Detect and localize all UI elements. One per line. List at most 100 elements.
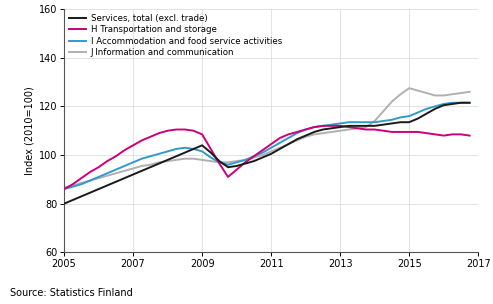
H Transportation and storage — [70, 182, 75, 186]
H Transportation and storage — [121, 148, 127, 152]
I Accommodation and food service activities — [441, 102, 447, 106]
Services, total (excl. trade) — [113, 180, 119, 184]
H Transportation and storage — [61, 187, 67, 191]
J Information and communication — [208, 159, 214, 163]
I Accommodation and food service activities — [182, 146, 188, 150]
J Information and communication — [441, 94, 447, 97]
Services, total (excl. trade) — [121, 176, 127, 180]
H Transportation and storage — [467, 134, 473, 137]
Services, total (excl. trade) — [432, 107, 438, 111]
J Information and communication — [243, 158, 248, 162]
I Accommodation and food service activities — [337, 122, 343, 125]
Services, total (excl. trade) — [312, 130, 317, 134]
Services, total (excl. trade) — [294, 137, 300, 141]
Line: Services, total (excl. trade): Services, total (excl. trade) — [64, 103, 470, 204]
Services, total (excl. trade) — [381, 123, 387, 126]
Services, total (excl. trade) — [139, 169, 145, 173]
H Transportation and storage — [225, 175, 231, 179]
I Accommodation and food service activities — [165, 150, 171, 153]
H Transportation and storage — [381, 129, 387, 133]
H Transportation and storage — [372, 128, 378, 131]
H Transportation and storage — [363, 128, 369, 131]
I Accommodation and food service activities — [243, 158, 248, 162]
H Transportation and storage — [346, 125, 352, 129]
I Accommodation and food service activities — [225, 163, 231, 167]
Services, total (excl. trade) — [363, 124, 369, 128]
H Transportation and storage — [234, 168, 240, 171]
H Transportation and storage — [397, 130, 403, 134]
I Accommodation and food service activities — [251, 154, 257, 158]
H Transportation and storage — [199, 133, 205, 136]
H Transportation and storage — [216, 162, 222, 165]
H Transportation and storage — [329, 124, 335, 128]
I Accommodation and food service activities — [406, 114, 412, 118]
J Information and communication — [121, 169, 127, 173]
Services, total (excl. trade) — [449, 102, 455, 106]
Services, total (excl. trade) — [225, 165, 231, 169]
Services, total (excl. trade) — [320, 128, 326, 131]
J Information and communication — [277, 146, 283, 150]
Services, total (excl. trade) — [441, 103, 447, 107]
H Transportation and storage — [389, 130, 395, 134]
Services, total (excl. trade) — [406, 120, 412, 124]
H Transportation and storage — [87, 170, 93, 174]
J Information and communication — [389, 100, 395, 103]
Services, total (excl. trade) — [182, 151, 188, 154]
J Information and communication — [406, 86, 412, 90]
Services, total (excl. trade) — [329, 126, 335, 130]
H Transportation and storage — [165, 129, 171, 133]
I Accommodation and food service activities — [105, 171, 110, 175]
H Transportation and storage — [173, 128, 179, 131]
Services, total (excl. trade) — [268, 152, 274, 156]
J Information and communication — [251, 156, 257, 159]
Line: I Accommodation and food service activities: I Accommodation and food service activit… — [64, 103, 470, 189]
H Transportation and storage — [294, 130, 300, 134]
J Information and communication — [105, 174, 110, 178]
I Accommodation and food service activities — [216, 161, 222, 164]
J Information and communication — [268, 150, 274, 153]
I Accommodation and food service activities — [234, 161, 240, 164]
I Accommodation and food service activities — [329, 123, 335, 126]
J Information and communication — [165, 159, 171, 163]
I Accommodation and food service activities — [449, 101, 455, 105]
Services, total (excl. trade) — [423, 112, 429, 116]
I Accommodation and food service activities — [96, 175, 102, 179]
Services, total (excl. trade) — [70, 198, 75, 202]
J Information and communication — [61, 186, 67, 190]
H Transportation and storage — [139, 139, 145, 142]
J Information and communication — [320, 131, 326, 135]
I Accommodation and food service activities — [130, 161, 136, 164]
H Transportation and storage — [449, 133, 455, 136]
J Information and communication — [363, 125, 369, 129]
J Information and communication — [415, 89, 421, 92]
J Information and communication — [354, 126, 360, 130]
H Transportation and storage — [156, 131, 162, 135]
J Information and communication — [156, 161, 162, 164]
Services, total (excl. trade) — [173, 154, 179, 158]
Services, total (excl. trade) — [191, 147, 197, 151]
H Transportation and storage — [243, 161, 248, 164]
H Transportation and storage — [432, 133, 438, 136]
J Information and communication — [147, 163, 153, 167]
Line: H Transportation and storage: H Transportation and storage — [64, 126, 470, 189]
H Transportation and storage — [130, 143, 136, 147]
Services, total (excl. trade) — [165, 158, 171, 162]
Services, total (excl. trade) — [156, 162, 162, 165]
Services, total (excl. trade) — [372, 124, 378, 128]
H Transportation and storage — [147, 135, 153, 139]
I Accommodation and food service activities — [87, 179, 93, 182]
J Information and communication — [96, 176, 102, 180]
J Information and communication — [191, 157, 197, 161]
H Transportation and storage — [96, 165, 102, 169]
Y-axis label: Index (2010=100): Index (2010=100) — [25, 86, 35, 175]
J Information and communication — [346, 128, 352, 131]
J Information and communication — [199, 158, 205, 162]
J Information and communication — [130, 167, 136, 170]
Services, total (excl. trade) — [105, 184, 110, 187]
Services, total (excl. trade) — [208, 151, 214, 154]
H Transportation and storage — [260, 148, 266, 152]
I Accommodation and food service activities — [191, 147, 197, 151]
I Accommodation and food service activities — [458, 101, 464, 105]
Services, total (excl. trade) — [415, 117, 421, 120]
J Information and communication — [312, 133, 317, 136]
